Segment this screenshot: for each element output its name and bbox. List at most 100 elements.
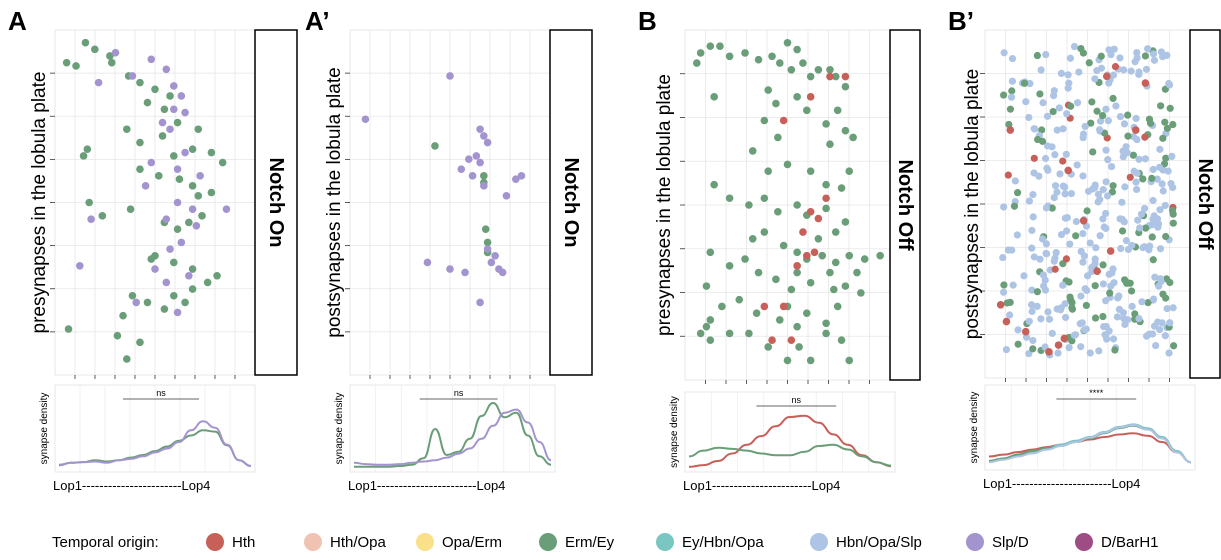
legend: Temporal origin: Hth Hth/Opa Opa/Erm Erm/Ey… <box>52 533 1159 551</box>
point-dense <box>1112 102 1120 110</box>
point-erm-ey <box>745 201 753 209</box>
point-dense <box>1162 275 1171 283</box>
legend-item: Slp/D <box>966 533 1029 551</box>
point-dense <box>1025 317 1033 325</box>
point-dense <box>1003 299 1011 307</box>
point-dense <box>1141 204 1149 213</box>
point-erm-ey <box>760 228 769 236</box>
point-hth <box>793 262 801 270</box>
legend-label: Ey/Hbn/Opa <box>682 534 764 551</box>
point-hth <box>1106 247 1115 255</box>
point-dense <box>1105 79 1113 87</box>
point-dense <box>1148 221 1156 229</box>
point-dense <box>1107 282 1115 290</box>
point-hth <box>1006 126 1015 134</box>
point-dense <box>1102 224 1110 233</box>
point-dense <box>1027 301 1036 309</box>
point-dense <box>1156 206 1164 214</box>
point-dense <box>1096 126 1104 134</box>
point-dense <box>1000 203 1008 211</box>
point-dense <box>1170 342 1178 350</box>
point-erm-ey <box>774 207 782 216</box>
point-erm-ey <box>814 235 823 243</box>
point-slp-d <box>498 268 507 277</box>
point-dense <box>1099 186 1107 194</box>
point-erm-ey <box>787 285 796 294</box>
point-slp-d <box>170 82 178 90</box>
point-dense <box>1053 188 1061 196</box>
density-y-label: synapse density <box>669 396 680 468</box>
point-dense <box>1086 349 1094 357</box>
point-erm-ey <box>741 255 749 263</box>
point-slp-d <box>173 308 182 317</box>
point-dense <box>1061 190 1069 198</box>
point-dense <box>1166 104 1174 112</box>
point-dense <box>1062 313 1070 322</box>
point-erm-ey <box>696 329 705 338</box>
point-erm-ey <box>198 212 206 220</box>
point-dense <box>1083 272 1092 280</box>
point-dense <box>1115 305 1124 313</box>
point-dense <box>1050 87 1058 95</box>
point-erm-ey <box>841 282 850 290</box>
point-dense <box>1102 146 1110 154</box>
point-slp-d <box>162 278 171 287</box>
point-erm-ey <box>806 167 815 175</box>
point-erm-ey <box>764 86 772 94</box>
point-dense <box>1061 183 1069 191</box>
point-hth <box>1103 72 1111 81</box>
point-dense <box>1043 112 1052 120</box>
point-dense <box>1059 281 1067 289</box>
point-dense <box>1070 42 1079 51</box>
point-hth <box>1064 166 1072 175</box>
point-slp-d <box>166 245 174 253</box>
point-dense <box>1065 344 1073 352</box>
point-dense <box>1029 190 1037 199</box>
point-erm-ey <box>845 356 854 365</box>
point-slp-d <box>141 182 150 190</box>
point-dense <box>1102 178 1110 186</box>
y-axis-label: postsynapses in the lobula plate <box>962 69 983 339</box>
point-dense <box>1101 331 1109 339</box>
point-dense <box>1104 156 1112 164</box>
density-curve-erm-ey <box>354 401 552 468</box>
point-dense <box>1126 173 1134 181</box>
point-slp-d <box>502 192 511 200</box>
point-hth <box>814 214 823 223</box>
point-dense <box>1020 79 1029 87</box>
point-dense <box>1072 232 1080 240</box>
facet-strip-label: Notch On <box>560 158 582 248</box>
point-dense <box>1108 188 1117 196</box>
point-dense <box>1091 75 1099 83</box>
point-erm-ey <box>831 258 840 267</box>
point-dense <box>1106 289 1114 297</box>
point-dense <box>1044 308 1052 316</box>
legend-label: D/BarH1 <box>1101 534 1159 551</box>
point-dense <box>1151 273 1159 281</box>
point-erm-ey <box>826 140 834 148</box>
point-dense <box>1145 115 1154 123</box>
point-slp-d <box>158 118 167 127</box>
point-erm-ey <box>830 285 838 294</box>
point-erm-ey <box>831 72 840 81</box>
point-dense <box>1163 124 1171 132</box>
point-erm-ey <box>845 251 854 260</box>
legend-item: Opa/Erm <box>416 533 502 551</box>
point-erm-ey <box>173 118 182 127</box>
point-dense <box>1066 293 1074 301</box>
point-dense <box>1029 213 1037 221</box>
density-x-label: Lop1-----------------------Lop4 <box>348 478 505 493</box>
point-dense <box>1154 220 1163 228</box>
point-erm-ey <box>696 49 705 57</box>
point-dense <box>1020 272 1028 280</box>
point-erm-ey <box>170 152 178 160</box>
point-dense <box>1063 110 1071 118</box>
point-slp-d <box>476 125 484 134</box>
point-dense <box>1000 91 1008 99</box>
point-hth <box>826 72 834 81</box>
point-erm-ey <box>136 138 144 147</box>
point-dense <box>1097 64 1106 72</box>
point-erm-ey <box>203 278 212 287</box>
legend-swatch <box>206 533 224 551</box>
panel-4: B’ Notch Off postsynapses in the lobula pl… <box>948 6 1221 491</box>
